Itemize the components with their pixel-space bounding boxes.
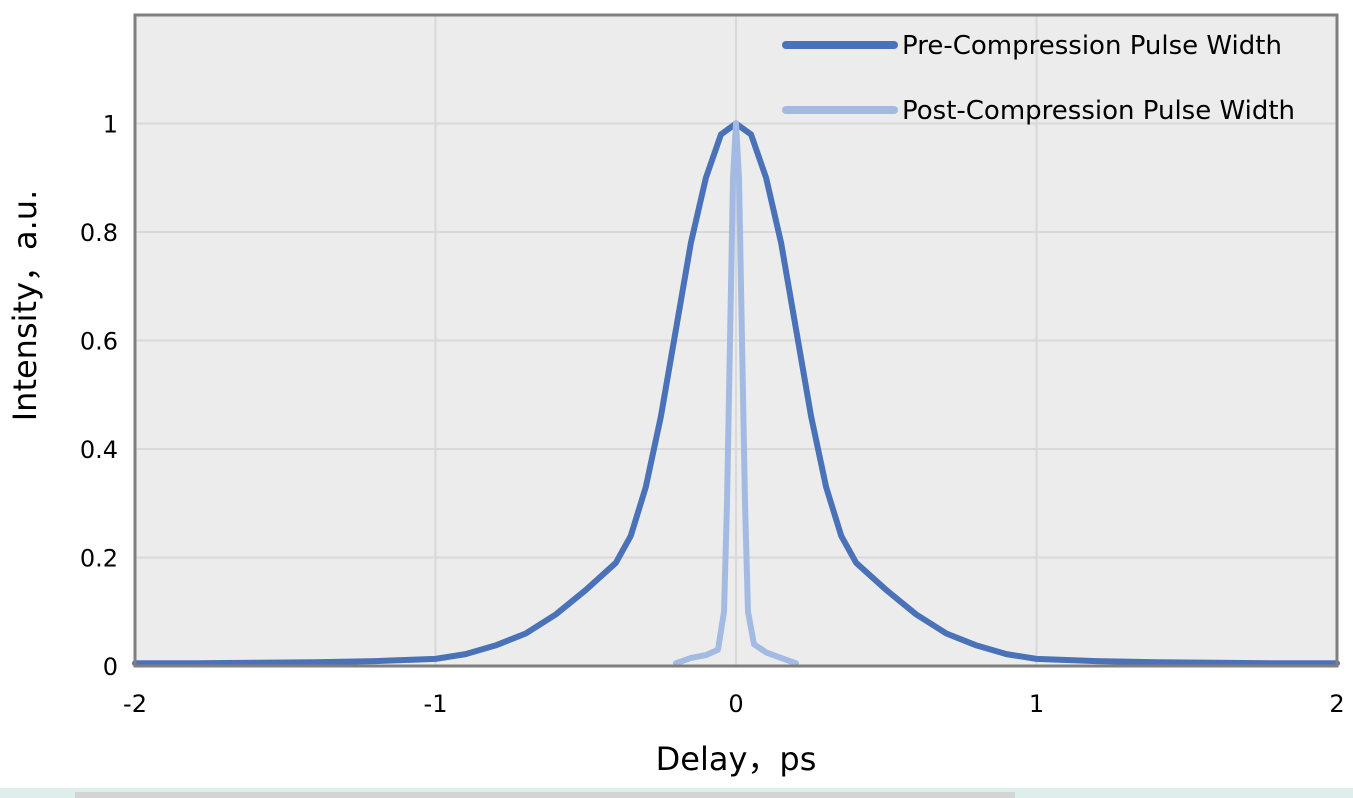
legend: Pre-Compression Pulse Width Post-Compress… bbox=[782, 31, 1295, 126]
series-line-2 bbox=[672, 120, 800, 667]
y-tick-label: 0.2 bbox=[80, 545, 118, 573]
y-axis-title: Intensity，a.u. bbox=[6, 190, 44, 422]
y-tick-label: 0 bbox=[103, 653, 118, 681]
plot-frame bbox=[133, 13, 1339, 668]
y-tick-label: 0.6 bbox=[80, 328, 118, 356]
x-tick-label: 1 bbox=[1029, 690, 1044, 718]
x-tick-label: -1 bbox=[424, 690, 448, 718]
x-tick-label: 2 bbox=[1329, 690, 1344, 718]
legend-label-2: Post-Compression Pulse Width bbox=[902, 96, 1295, 126]
x-tick-label: 0 bbox=[728, 690, 743, 718]
x-axis-title: Delay，ps bbox=[656, 740, 817, 778]
y-tick-label: 1 bbox=[103, 111, 118, 139]
y-tick-label: 0.8 bbox=[80, 219, 118, 247]
x-tick-label: -2 bbox=[123, 690, 147, 718]
horizontal-scrollbar[interactable] bbox=[75, 792, 1015, 798]
legend-label-1: Pre-Compression Pulse Width bbox=[902, 31, 1282, 61]
y-tick-label: 0.4 bbox=[80, 436, 118, 464]
tick-labels: -2 -1 0 1 2 0 0.2 0.4 0.6 0.8 1 bbox=[80, 111, 1345, 719]
series-group bbox=[132, 120, 1340, 667]
